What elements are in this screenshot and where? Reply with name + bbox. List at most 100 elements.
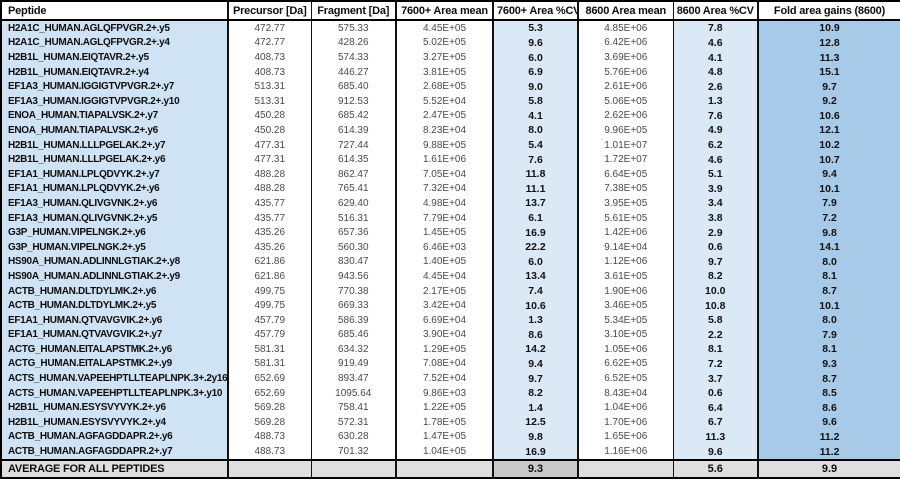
cell-area7600: 5.02E+05 — [395, 35, 494, 51]
cell-area8600: 9.14E+04 — [577, 239, 674, 255]
average-cv7600: 9.3 — [492, 459, 579, 478]
cell-precursor: 408.73 — [227, 64, 312, 80]
cell-area7600: 1.29E+05 — [395, 342, 494, 357]
col-header-cv8600: 8600 Area %CV — [672, 1, 759, 21]
cell-cv7600: 5.3 — [492, 20, 579, 36]
cell-fragment: 943.56 — [310, 269, 397, 284]
cell-fold8600: 12.8 — [757, 35, 900, 51]
cell-fragment: 572.31 — [310, 415, 397, 430]
cell-cv8600: 7.8 — [672, 20, 759, 36]
table-row: H2B1L_HUMAN.EIQTAVR.2+.y5 408.73 574.33 3.2… — [0, 50, 900, 65]
cell-area7600: 3.81E+05 — [395, 64, 494, 80]
cell-peptide: EF1A3_HUMAN.QLIVGVNK.2+.y6 — [0, 196, 229, 211]
cell-fragment: 446.27 — [310, 64, 397, 80]
cell-peptide: EF1A3_HUMAN.QLIVGVNK.2+.y5 — [0, 210, 229, 226]
cell-area8600: 5.06E+05 — [577, 94, 674, 109]
table-row: ACTS_HUMAN.VAPEEHPTLLTEAPLNPK.3+.2y16 652… — [0, 371, 900, 386]
cell-area7600: 3.90E+04 — [395, 327, 494, 343]
cell-precursor: 652.69 — [227, 385, 312, 401]
cell-fold8600: 7.2 — [757, 210, 900, 226]
cell-fragment: 770.38 — [310, 283, 397, 299]
cell-fold8600: 8.7 — [757, 371, 900, 386]
cell-area7600: 7.52E+04 — [395, 371, 494, 386]
cell-cv8600: 2.2 — [672, 327, 759, 343]
cell-cv7600: 5.8 — [492, 94, 579, 109]
table-row: ENOA_HUMAN.TIAPALVSK.2+.y6 450.28 614.39 8.… — [0, 123, 900, 138]
cell-cv8600: 7.6 — [672, 108, 759, 124]
cell-fold8600: 10.9 — [757, 20, 900, 36]
table-row: H2B1L_HUMAN.LLLPGELAK.2+.y6 477.31 614.35 1… — [0, 152, 900, 167]
cell-cv7600: 22.2 — [492, 239, 579, 255]
cell-cv7600: 9.0 — [492, 79, 579, 94]
cell-fragment: 669.33 — [310, 298, 397, 313]
table-row: G3P_HUMAN.VIPELNGK.2+.y6 435.26 657.36 1.45… — [0, 225, 900, 240]
table-row: H2B1L_HUMAN.LLLPGELAK.2+.y7 477.31 727.44 9… — [0, 137, 900, 153]
cell-precursor: 581.31 — [227, 342, 312, 357]
cell-fragment: 586.39 — [310, 312, 397, 328]
cell-precursor: 569.28 — [227, 415, 312, 430]
table-row: H2B1L_HUMAN.ESYSVYVYK.2+.y4 569.28 572.31 1… — [0, 415, 900, 430]
cell-area8600: 6.42E+06 — [577, 35, 674, 51]
table-row: HS90A_HUMAN.ADLINNLGTIAK.2+.y8 621.86 830.… — [0, 254, 900, 270]
cell-fold8600: 10.2 — [757, 137, 900, 153]
cell-area8600: 5.34E+05 — [577, 312, 674, 328]
table-row: EF1A1_HUMAN.LPLQDVYK.2+.y6 488.28 765.41 7.… — [0, 181, 900, 197]
cell-area8600: 1.65E+06 — [577, 429, 674, 445]
cell-area7600: 7.08E+04 — [395, 356, 494, 372]
cell-precursor: 569.28 — [227, 400, 312, 416]
cell-area7600: 1.61E+06 — [395, 152, 494, 167]
cell-area7600: 7.32E+04 — [395, 181, 494, 197]
cell-fold8600: 8.5 — [757, 385, 900, 401]
cell-fold8600: 11.3 — [757, 50, 900, 65]
cell-cv8600: 3.8 — [672, 210, 759, 226]
cell-precursor: 652.69 — [227, 371, 312, 386]
cell-area7600: 7.79E+04 — [395, 210, 494, 226]
cell-area8600: 3.69E+06 — [577, 50, 674, 65]
cell-peptide: H2A1C_HUMAN.AGLQFPVGR.2+.y4 — [0, 35, 229, 51]
cell-cv7600: 9.7 — [492, 371, 579, 386]
cell-area8600: 1.72E+07 — [577, 152, 674, 167]
cell-fold8600: 8.0 — [757, 254, 900, 270]
table-row: EF1A3_HUMAN.IGGIGTVPVGR.2+.y10 513.31 912.… — [0, 94, 900, 109]
cell-peptide: H2B1L_HUMAN.ESYSVYVYK.2+.y4 — [0, 415, 229, 430]
cell-peptide: EF1A3_HUMAN.IGGIGTVPVGR.2+.y7 — [0, 79, 229, 94]
cell-cv7600: 8.0 — [492, 123, 579, 138]
cell-fold8600: 7.9 — [757, 196, 900, 211]
cell-area8600: 3.10E+05 — [577, 327, 674, 343]
cell-fragment: 685.42 — [310, 108, 397, 124]
cell-fold8600: 10.6 — [757, 108, 900, 124]
cell-precursor: 457.79 — [227, 312, 312, 328]
cell-cv7600: 10.6 — [492, 298, 579, 313]
table-row: G3P_HUMAN.VIPELNGK.2+.y5 435.26 560.30 6.46… — [0, 239, 900, 255]
cell-fold8600: 9.3 — [757, 356, 900, 372]
header-row: Peptide Precursor [Da] Fragment [Da] 7600+ … — [0, 1, 900, 21]
cell-fragment: 758.41 — [310, 400, 397, 416]
cell-cv8600: 6.2 — [672, 137, 759, 153]
cell-precursor: 488.73 — [227, 429, 312, 445]
cell-fold8600: 8.6 — [757, 400, 900, 416]
cell-fragment: 912.53 — [310, 94, 397, 109]
cell-cv7600: 13.7 — [492, 196, 579, 211]
cell-cv7600: 9.4 — [492, 356, 579, 372]
cell-area8600: 1.05E+06 — [577, 342, 674, 357]
table-row: EF1A1_HUMAN.LPLQDVYK.2+.y7 488.28 862.47 7.… — [0, 166, 900, 182]
table-row: ACTB_HUMAN.AGFAGDDAPR.2+.y7 488.73 701.32 1… — [0, 444, 900, 460]
cell-precursor: 499.75 — [227, 298, 312, 313]
cell-precursor: 435.77 — [227, 196, 312, 211]
cell-fold8600: 9.6 — [757, 415, 900, 430]
cell-cv8600: 5.8 — [672, 312, 759, 328]
cell-area8600: 6.52E+05 — [577, 371, 674, 386]
cell-precursor: 435.26 — [227, 225, 312, 240]
table-row: EF1A1_HUMAN.QTVAVGVIK.2+.y7 457.79 685.46 3… — [0, 327, 900, 343]
cell-area7600: 9.88E+05 — [395, 137, 494, 153]
cell-peptide: H2A1C_HUMAN.AGLQFPVGR.2+.y5 — [0, 20, 229, 36]
cell-cv7600: 9.6 — [492, 35, 579, 51]
cell-cv8600: 4.8 — [672, 64, 759, 80]
cell-cv7600: 12.5 — [492, 415, 579, 430]
table-row: ACTG_HUMAN.EITALAPSTMK.2+.y9 581.31 919.49… — [0, 356, 900, 372]
cell-area8600: 1.16E+06 — [577, 444, 674, 460]
cell-area8600: 1.04E+06 — [577, 400, 674, 416]
cell-peptide: EF1A1_HUMAN.LPLQDVYK.2+.y6 — [0, 181, 229, 197]
cell-fragment: 657.36 — [310, 225, 397, 240]
